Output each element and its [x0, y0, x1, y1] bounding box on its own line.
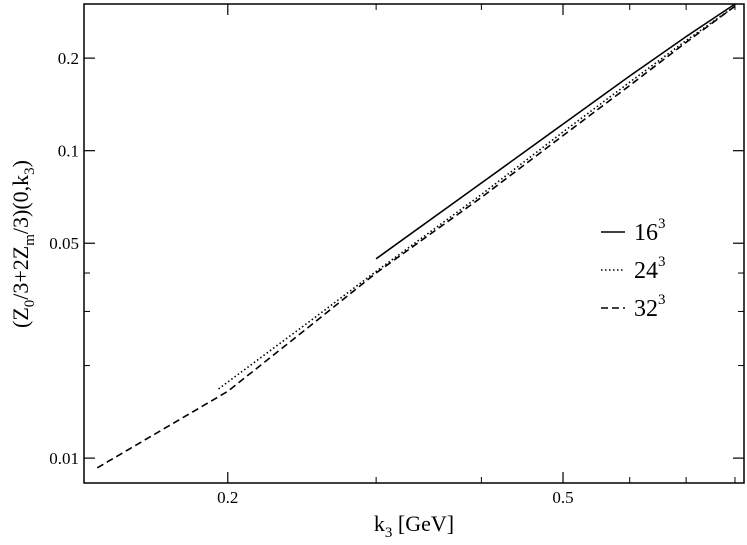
y-tick-label: 0.1 — [58, 142, 79, 161]
axis-ticks — [84, 4, 744, 483]
y-tick-label: 0.2 — [58, 49, 79, 68]
y-axis-label: (Z0/3+2Zm/3)(0,k3) — [8, 160, 38, 328]
x-axis-label: k3 [GeV] — [374, 511, 454, 541]
legend: 163 243 323 — [601, 216, 666, 322]
series-lines — [96, 3, 736, 469]
tick-labels: 0.2 0.5 0.01 0.05 0.1 0.2 — [49, 49, 573, 507]
legend-label-24: 243 — [634, 254, 666, 284]
series-line-24 — [218, 5, 736, 390]
legend-label-32: 323 — [634, 292, 666, 322]
y-tick-label: 0.01 — [49, 449, 79, 468]
series-line-16 — [375, 3, 736, 260]
y-tick-label: 0.05 — [49, 234, 79, 253]
legend-label-16: 163 — [634, 216, 666, 246]
x-tick-label: 0.5 — [552, 488, 573, 507]
x-tick-label: 0.2 — [217, 488, 238, 507]
